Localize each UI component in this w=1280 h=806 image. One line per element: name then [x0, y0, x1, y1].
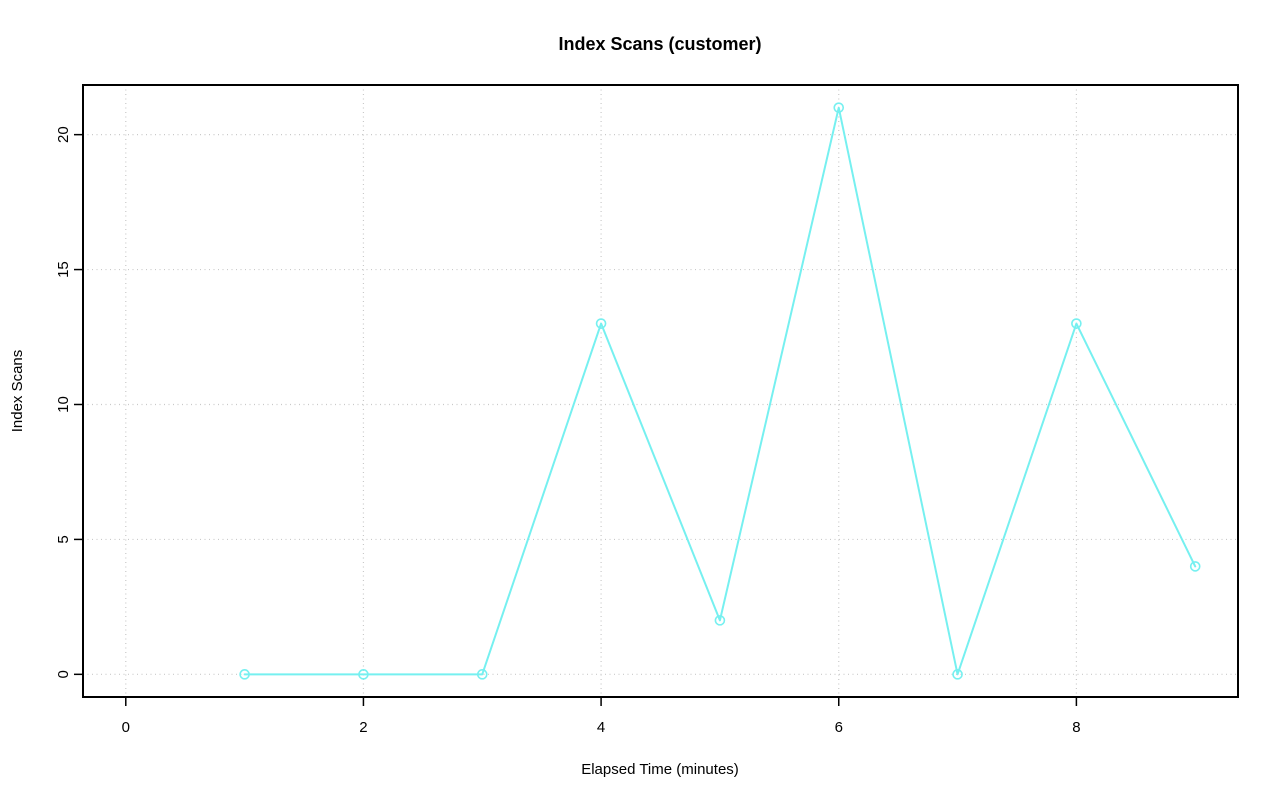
data-point: [952, 669, 963, 680]
gridlines: [83, 85, 1238, 697]
data-point: [239, 669, 250, 680]
data-point: [1189, 561, 1201, 572]
y-tick-label: 0: [55, 670, 72, 678]
x-tick-label: 8: [1072, 719, 1080, 736]
data-point: [833, 102, 845, 113]
x-tick-label: 4: [597, 719, 605, 736]
x-tick-label: 6: [835, 719, 843, 736]
y-tick-label: 15: [55, 261, 72, 278]
y-tick-label: 10: [55, 396, 72, 413]
y-tick-label: 20: [55, 126, 72, 143]
data-series: [239, 102, 1201, 680]
axes: 0 2 4 6 8 0 5 10 15 20: [55, 126, 1081, 736]
data-point: [476, 669, 488, 680]
plot-box: [82, 84, 1239, 698]
data-point: [595, 318, 607, 329]
x-axis-label: Elapsed Time (minutes): [581, 761, 739, 778]
chart-title: Index Scans (customer): [558, 34, 761, 54]
x-tick-label: 2: [359, 719, 367, 736]
data-line: [243, 106, 1197, 676]
y-axis-label: Index Scans: [9, 350, 26, 433]
x-tick-label: 0: [122, 719, 130, 736]
data-point: [358, 669, 369, 680]
y-tick-label: 5: [55, 535, 72, 543]
data-point: [1071, 318, 1082, 329]
data-point: [714, 615, 726, 626]
